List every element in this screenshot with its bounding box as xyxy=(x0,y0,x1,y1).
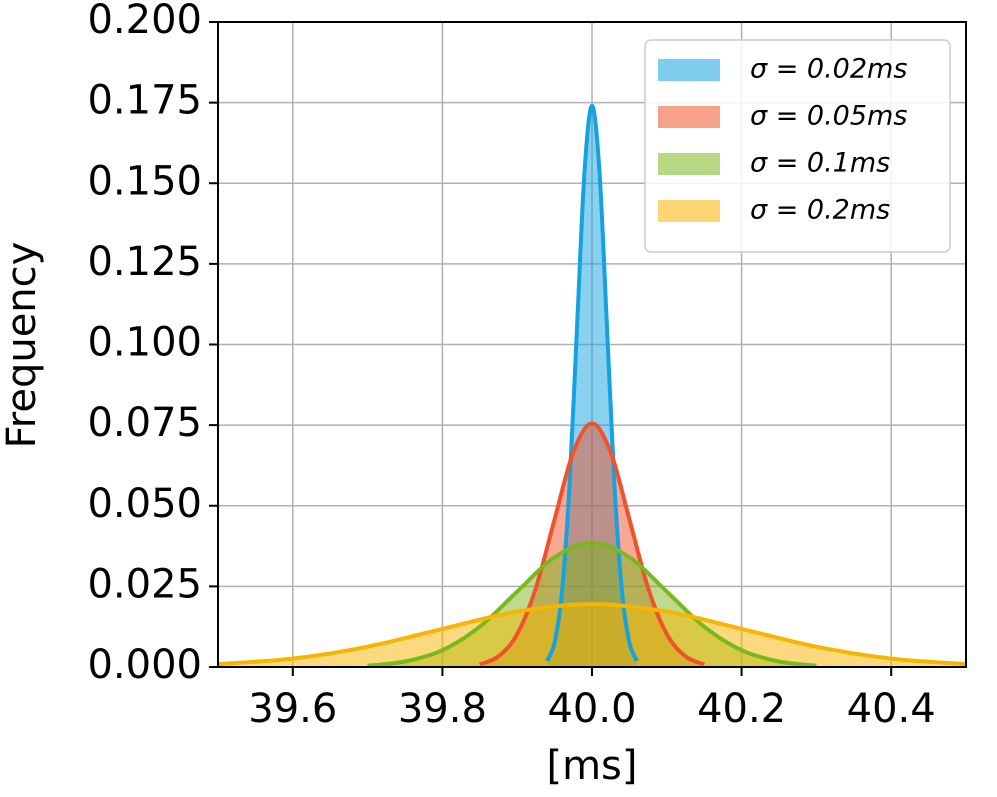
x-tick-label: 39.6 xyxy=(248,686,337,732)
x-axis-label: [ms] xyxy=(546,743,637,789)
y-tick-label: 0.150 xyxy=(87,158,202,204)
line xyxy=(545,103,639,662)
legend-swatch xyxy=(658,106,720,128)
x-tick-label: 40.0 xyxy=(547,686,636,732)
y-tick-label: 0.100 xyxy=(87,320,202,366)
legend-box xyxy=(644,39,951,253)
y-tick-label: 0.125 xyxy=(87,239,202,285)
legend-label: σ = 0.2ms xyxy=(750,195,890,226)
ticks: 39.6 39.8 40.0 40.2 40.4 0.000 0.025 0.050 0.075… xyxy=(87,0,935,732)
y-tick-label: 0.025 xyxy=(87,561,202,607)
legend-swatch xyxy=(658,59,720,81)
legend: σ = 0.02ms σ = 0.05ms σ = 0.1ms σ = 0.2ms xyxy=(644,39,951,253)
area xyxy=(218,604,966,667)
y-tick-label: 0.075 xyxy=(87,400,202,446)
line xyxy=(367,540,817,667)
x-tick-label: 39.8 xyxy=(398,686,487,732)
line xyxy=(218,602,966,667)
legend-label: σ = 0.05ms xyxy=(750,101,907,132)
y-axis-label: Frequency xyxy=(0,242,45,449)
y-tick-label: 0.175 xyxy=(87,78,202,124)
y-tick-label: 0.050 xyxy=(87,481,202,527)
x-tick-label: 40.2 xyxy=(697,686,786,732)
legend-swatch xyxy=(658,153,720,175)
legend-label: σ = 0.02ms xyxy=(750,54,907,85)
line xyxy=(479,421,705,667)
y-tick-label: 0.200 xyxy=(87,0,202,43)
y-tick-label: 0.000 xyxy=(87,642,202,688)
legend-label: σ = 0.1ms xyxy=(750,148,890,179)
areas xyxy=(218,105,966,667)
legend-swatch xyxy=(658,200,720,222)
x-tick-label: 40.4 xyxy=(847,686,936,732)
lines xyxy=(218,103,966,667)
